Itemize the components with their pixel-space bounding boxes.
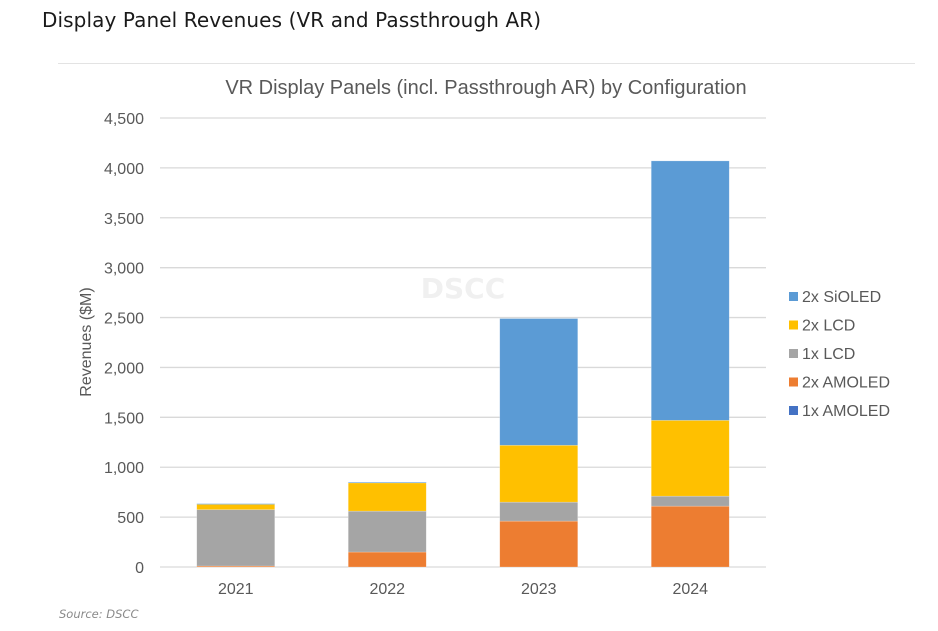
legend-item: 2x AMOLED — [789, 375, 890, 392]
bar-segment-1x-lcd — [650, 495, 730, 507]
y-tick-label: 3,500 — [104, 211, 144, 228]
bar-segment-1x-lcd — [499, 501, 579, 522]
bar-segment-2x-lcd — [347, 482, 427, 512]
y-tick-label: 1,500 — [104, 410, 144, 427]
bar-segment-2x-sioled — [347, 481, 427, 484]
bar-segment-2x-amoled — [347, 551, 427, 568]
bar-segment-2x-sioled — [196, 503, 276, 505]
legend-swatch — [789, 406, 798, 415]
y-tick-label: 2,500 — [104, 311, 144, 328]
bar-segment-1x-lcd — [196, 509, 276, 567]
bar-stack-2024 — [650, 160, 730, 568]
legend-label: 2x SiOLED — [802, 289, 881, 306]
bar-segment-2x-lcd — [196, 503, 276, 510]
legend-label: 1x LCD — [802, 346, 855, 363]
legend-label: 1x AMOLED — [802, 403, 890, 420]
bar-segment-1x-lcd — [347, 510, 427, 553]
legend-label: 2x LCD — [802, 318, 855, 335]
legend-swatch — [789, 320, 798, 330]
y-tick-label: 500 — [117, 510, 144, 527]
legend-label: 2x AMOLED — [802, 375, 890, 392]
legend-item: 2x SiOLED — [789, 289, 881, 306]
legend-swatch — [789, 292, 798, 301]
bar-stack-2022 — [347, 481, 427, 568]
x-tick-label: 2024 — [672, 581, 708, 598]
bar-segment-2x-lcd — [650, 420, 730, 497]
bar-stack-2021 — [196, 503, 276, 568]
legend-item: 1x AMOLED — [789, 403, 890, 420]
x-tick-label: 2021 — [218, 581, 254, 598]
bar-segment-2x-amoled — [499, 520, 579, 568]
y-tick-label: 4,000 — [104, 161, 144, 178]
bar-segment-2x-sioled — [499, 318, 579, 446]
source-note: Source: DSCC — [59, 607, 139, 621]
bar-segment-2x-sioled — [650, 160, 730, 421]
x-tick-label: 2023 — [521, 581, 557, 598]
y-tick-label: 1,000 — [104, 460, 144, 477]
bars — [196, 160, 730, 568]
bar-segment-2x-lcd — [499, 444, 579, 503]
bar-stack-2023 — [499, 318, 579, 568]
page-heading: Display Panel Revenues (VR and Passthrou… — [42, 8, 542, 32]
watermark: DSCC — [421, 272, 506, 305]
y-tick-label: 2,000 — [104, 360, 144, 377]
chart-title: VR Display Panels (incl. Passthrough AR)… — [225, 77, 746, 99]
bar-segment-2x-amoled — [650, 505, 730, 568]
legend: 2x SiOLED 2x LCD 1x LCD 2x AMOLED 1x AMOLED — [789, 289, 890, 420]
legend-swatch — [789, 349, 798, 358]
y-tick-label: 0 — [135, 560, 144, 577]
y-tick-label: 4,500 — [104, 111, 144, 128]
x-tick-label: 2022 — [369, 581, 405, 598]
legend-swatch — [789, 377, 798, 387]
legend-item: 2x LCD — [789, 318, 855, 335]
separator-line — [58, 63, 915, 64]
y-tick-label: 3,000 — [104, 261, 144, 278]
legend-item: 1x LCD — [789, 346, 855, 363]
x-axis-ticks: 2021 2022 2023 2024 — [218, 581, 708, 598]
y-axis-ticks: 0 500 1,000 1,500 2,000 2,500 3,000 3,500 4,000 4… — [104, 111, 144, 577]
y-axis-label: Revenues ($M) — [78, 287, 95, 396]
